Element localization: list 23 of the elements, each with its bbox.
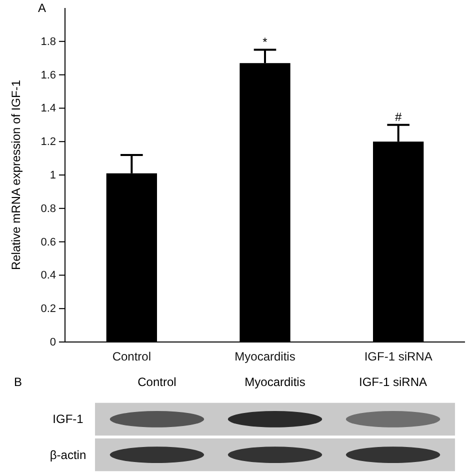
y-tick-label: 1.2 [40,136,56,148]
category-label: IGF-1 [52,412,84,426]
y-tick-label: 0.8 [40,202,56,215]
annotation: * [262,34,268,49]
text: B [14,375,22,389]
category-label: IGF-1 siRNA [359,375,428,389]
x-tick-label: Myocarditis [234,350,296,364]
y-tick-label: 0 [50,336,56,349]
y-axis-title: Relative mRNA expression of IGF-1 [9,80,23,270]
y-tick-label: 1.6 [40,69,56,82]
category-label: Myocarditis [244,375,306,389]
x-tick-label: IGF-1 siRNA [364,350,432,364]
y-tick-label: 0.6 [40,236,56,248]
annotation: # [394,110,402,124]
y-tick-label: 1.8 [40,36,56,48]
y-tick-label: 0.2 [40,303,56,316]
category-label: Control [138,375,176,389]
y-tick-label: 1 [50,170,56,182]
y-tick-label: 0.4 [40,270,56,282]
x-tick-label: Control [112,350,152,364]
category-label: β-actin [50,448,86,462]
chart-title: A [38,1,46,15]
y-tick-label: 1.4 [40,102,56,115]
